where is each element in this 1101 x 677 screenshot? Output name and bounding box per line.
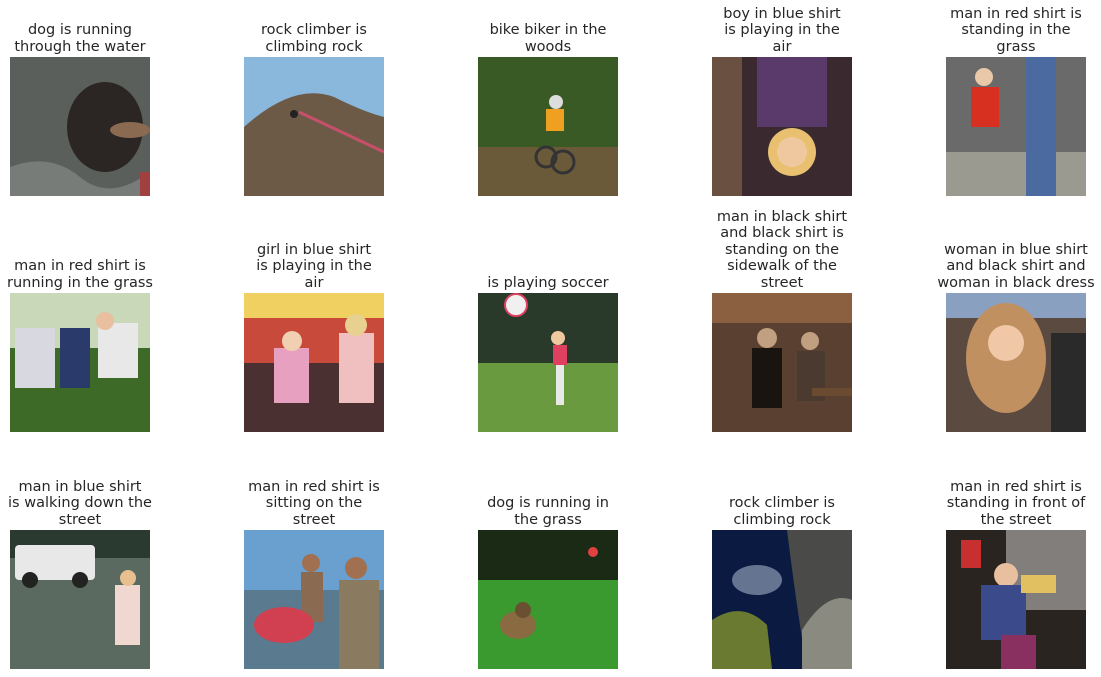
image-caption: dog is running in the grass <box>487 495 609 528</box>
image-caption: bike biker in the woods <box>489 22 607 55</box>
photo-thumbnail <box>478 293 618 432</box>
photo-thumbnail <box>478 57 618 196</box>
photo-thumbnail <box>712 57 852 196</box>
photo-thumbnail <box>244 293 384 432</box>
image-caption: man in red shirt is sitting on the stree… <box>248 478 380 528</box>
image-caption: man in blue shirt is walking down the st… <box>8 478 152 528</box>
shop-man-photo <box>946 530 1086 669</box>
fair-men-photo <box>244 530 384 669</box>
photo-thumbnail <box>712 530 852 669</box>
image-caption: man in red shirt is standing in front of… <box>946 478 1086 528</box>
boy-air-photo <box>712 57 852 196</box>
look-right-photo <box>10 530 150 669</box>
photo-thumbnail <box>244 57 384 196</box>
two-men-photo <box>712 293 852 432</box>
photo-thumbnail <box>946 57 1086 196</box>
red-shirt-grass-photo <box>946 57 1086 196</box>
rock-sea-photo <box>712 530 852 669</box>
rock-climb-photo <box>244 57 384 196</box>
dog-grass-photo <box>478 530 618 669</box>
image-caption: girl in blue shirt is playing in the air <box>256 241 372 291</box>
soccer-men-photo <box>10 293 150 432</box>
photo-thumbnail <box>244 530 384 669</box>
image-caption: man in red shirt is standing in the gras… <box>950 5 1082 55</box>
photo-thumbnail <box>10 57 150 196</box>
soccer-kid-photo <box>478 293 618 432</box>
image-caption: rock climber is climbing rock <box>729 495 835 528</box>
photo-thumbnail <box>10 293 150 432</box>
bike-woods-photo <box>478 57 618 196</box>
image-caption: woman in blue shirt and black shirt and … <box>937 241 1095 291</box>
image-caption: dog is running through the water <box>14 22 146 55</box>
image-caption: man in red shirt is running in the grass <box>7 258 153 291</box>
image-caption: boy in blue shirt is playing in the air <box>723 5 841 55</box>
woman-hair-photo <box>946 293 1086 432</box>
image-caption: rock climber is climbing rock <box>261 22 367 55</box>
image-caption: is playing soccer <box>487 274 609 291</box>
photo-thumbnail <box>712 293 852 432</box>
photo-thumbnail <box>10 530 150 669</box>
photo-thumbnail <box>946 293 1086 432</box>
girls-arcade-photo <box>244 293 384 432</box>
photo-thumbnail <box>946 530 1086 669</box>
dog-water-photo <box>10 57 150 196</box>
image-caption: man in black shirt and black shirt is st… <box>716 208 848 291</box>
photo-thumbnail <box>478 530 618 669</box>
